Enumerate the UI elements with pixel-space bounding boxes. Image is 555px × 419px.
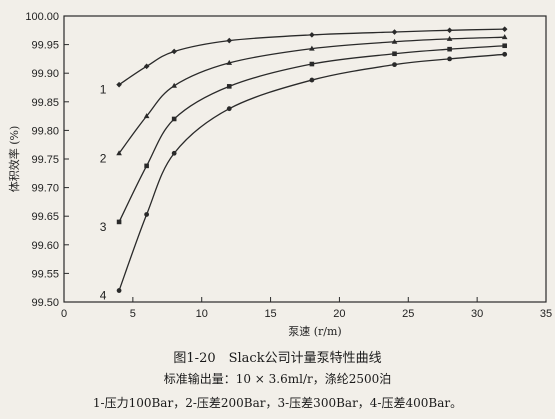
y-tick-label: 99.85 xyxy=(31,97,59,109)
series-label: 3 xyxy=(100,220,107,234)
line-chart: 99.50 99.55 99.60 99.65 99.70 99.75 99.80 99.85… xyxy=(7,11,552,338)
y-tick-label: 99.90 xyxy=(31,68,59,80)
series-3: 3 xyxy=(100,43,507,234)
data-point xyxy=(143,63,150,70)
data-point xyxy=(143,113,150,119)
series-label: 4 xyxy=(100,289,107,303)
series-line xyxy=(118,45,505,223)
data-point xyxy=(501,26,508,32)
figure-caption-subtitle: 标准输出量：10 × 3.6ml/r，涤纶2500泊 xyxy=(163,372,392,386)
series-2: 2 xyxy=(100,34,508,165)
data-point xyxy=(447,56,452,62)
data-point xyxy=(171,116,177,122)
data-point xyxy=(391,29,398,35)
data-point xyxy=(392,62,397,68)
series-label: 1 xyxy=(100,83,107,97)
data-point xyxy=(226,106,232,112)
plot-frame xyxy=(63,15,547,303)
data-point xyxy=(309,45,315,51)
x-tick-label: 25 xyxy=(402,308,414,320)
data-point xyxy=(171,150,177,156)
data-point xyxy=(226,37,233,44)
series-1: 1 xyxy=(100,26,508,97)
data-point xyxy=(226,84,232,89)
data-point xyxy=(116,150,122,156)
x-tick-label: 15 xyxy=(264,308,276,320)
x-axis-ticks: 0 5 10 15 20 25 30 35 xyxy=(61,297,552,320)
series-line xyxy=(118,28,505,86)
y-tick-label: 99.95 xyxy=(31,40,59,52)
data-point xyxy=(446,35,453,41)
y-tick-label: 99.75 xyxy=(31,154,59,166)
plot-border xyxy=(63,15,547,303)
y-tick-label: 99.70 xyxy=(31,183,59,195)
x-axis-label: 泵速 (r/m) xyxy=(288,325,341,338)
figure-caption-legend: 1-压力100Bar，2-压差200Bar，3-压差300Bar，4-压差400… xyxy=(92,396,463,410)
data-point xyxy=(171,48,177,55)
x-tick-label: 0 xyxy=(61,308,67,320)
x-tick-label: 5 xyxy=(130,308,136,320)
data-point xyxy=(309,32,315,38)
figure-caption-title: 图1-20 Slack公司计量泵特性曲线 xyxy=(173,351,382,366)
data-point xyxy=(116,288,122,293)
y-tick-label: 99.60 xyxy=(31,240,59,252)
y-tick-label: 99.80 xyxy=(31,125,59,137)
data-point xyxy=(392,51,397,57)
data-point xyxy=(502,51,508,57)
data-point xyxy=(447,46,452,52)
data-point xyxy=(446,27,453,34)
y-tick-label: 100.00 xyxy=(25,11,59,23)
data-point xyxy=(501,34,508,40)
x-tick-label: 30 xyxy=(471,308,483,320)
series-label: 2 xyxy=(100,151,107,165)
data-point xyxy=(116,219,122,225)
y-tick-label: 99.50 xyxy=(31,297,59,309)
data-point xyxy=(502,43,507,49)
y-tick-label: 99.65 xyxy=(31,211,59,223)
x-tick-label: 35 xyxy=(540,308,552,320)
series-line xyxy=(118,53,505,291)
series-4: 4 xyxy=(100,51,508,303)
x-tick-label: 10 xyxy=(196,308,208,320)
y-axis-ticks: 99.50 99.55 99.60 99.65 99.70 99.75 99.80 99.85… xyxy=(25,11,69,309)
y-axis-label: 体积效率 (%) xyxy=(7,126,21,193)
data-point xyxy=(144,163,149,169)
data-point xyxy=(391,38,398,44)
data-point xyxy=(226,59,233,65)
data-point xyxy=(171,82,177,88)
series-layer: 1 2 3 4 xyxy=(100,26,508,303)
data-point xyxy=(309,61,315,67)
series-line xyxy=(118,36,505,154)
data-point xyxy=(309,77,315,83)
data-point xyxy=(116,81,122,88)
data-point xyxy=(144,212,150,217)
y-tick-label: 99.55 xyxy=(31,268,59,280)
x-tick-label: 20 xyxy=(333,308,345,320)
